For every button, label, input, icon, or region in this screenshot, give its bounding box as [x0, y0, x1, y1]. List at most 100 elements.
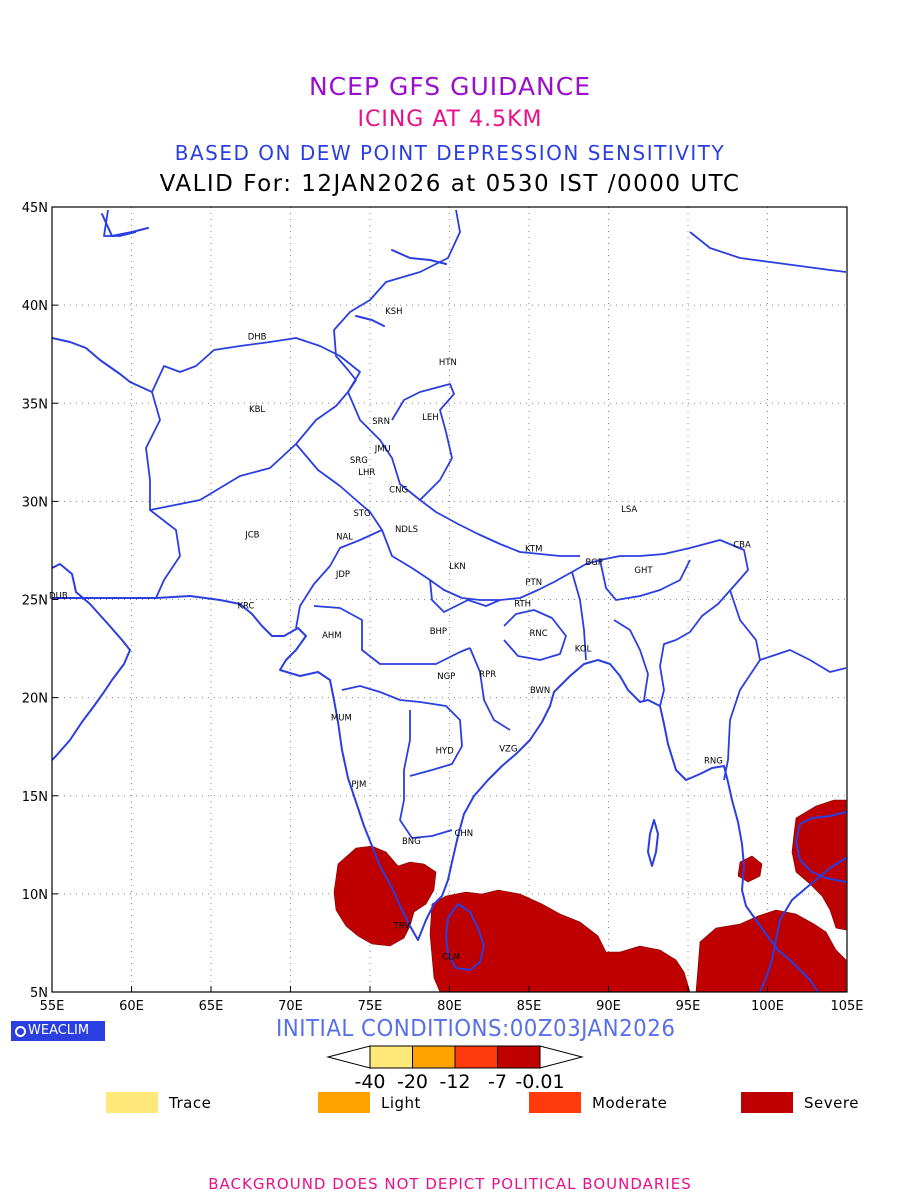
- station-label-rpr: RPR: [479, 670, 496, 680]
- lon-tick-label: 105E: [830, 999, 863, 1014]
- station-label-vzg: VZG: [499, 745, 517, 755]
- station-label-dhb: DHB: [248, 333, 267, 343]
- lat-tick-label: 45N: [22, 201, 48, 216]
- boundary-line-19: [689, 231, 847, 273]
- station-label-kbl: KBL: [249, 405, 265, 415]
- station-label-cba: CBA: [733, 541, 751, 551]
- title-product: ICING AT 4.5KM: [357, 107, 543, 132]
- lake-issyk: [355, 315, 385, 327]
- colorbar-tick-label: -20: [397, 1071, 428, 1093]
- coastline-arabia-gulf: [52, 563, 131, 761]
- lon-tick-label: 90E: [596, 999, 621, 1014]
- initial-conditions: INITIAL CONDITIONS:00Z03JAN2026: [276, 1016, 676, 1042]
- colorbar-tick-label: -40: [354, 1071, 385, 1093]
- lon-tick-label: 95E: [676, 999, 701, 1014]
- lon-tick-label: 75E: [358, 999, 383, 1014]
- boundary-line-12: [571, 571, 587, 661]
- station-label-lkn: LKN: [449, 562, 466, 572]
- lon-tick-label: 100E: [751, 999, 784, 1014]
- colorbar-box: [497, 1045, 541, 1069]
- station-label-bgp: BGP: [585, 558, 602, 568]
- boundary-line-3: [295, 443, 749, 707]
- station-label-dub: DUB: [49, 592, 68, 602]
- lat-tick-label: 25N: [22, 594, 48, 609]
- station-label-kol: KOL: [575, 645, 592, 655]
- lat-tick-label: 30N: [22, 495, 48, 510]
- coastline-andaman-islands: [647, 819, 659, 867]
- boundary-line-4: [347, 391, 580, 557]
- lat-tick-label: 40N: [22, 299, 48, 314]
- colorbar-box: [369, 1045, 413, 1069]
- station-label-krc: KRC: [237, 601, 254, 611]
- lon-tick-label: 70E: [278, 999, 303, 1014]
- boundary-line-15: [723, 589, 761, 781]
- lat-tick-label: 5N: [30, 986, 48, 1001]
- lat-tick-label: 10N: [22, 888, 48, 903]
- colorbar-right-arrow: [539, 1045, 584, 1069]
- station-label-leh: LEH: [422, 413, 439, 423]
- boundary-line-18: [391, 383, 455, 501]
- icing-area-srilanka-bay: [429, 889, 691, 992]
- boundary-line-20: [103, 209, 137, 237]
- legend-label-moderate: Moderate: [592, 1094, 668, 1112]
- station-label-ahm: AHM: [322, 631, 342, 641]
- title-valid-time: VALID For: 12JAN2026 at 0530 IST /0000 U…: [159, 171, 741, 197]
- station-label-srg: SRG: [350, 456, 368, 466]
- station-label-trv: TRV: [393, 921, 411, 931]
- station-label-rng: RNG: [704, 756, 723, 766]
- footer-disclaimer: BACKGROUND DOES NOT DEPICT POLITICAL BOU…: [208, 1175, 692, 1193]
- coastline-iran-pakistan: [52, 595, 819, 992]
- icing-area-kerala: [333, 845, 437, 947]
- severe-icing-areas: [333, 799, 847, 992]
- station-labels: KSH HTN DHB KBL SRN LEH JMU SRG LHR CNG STG NDLS NAL…: [49, 307, 751, 963]
- station-label-mum: MUM: [331, 713, 352, 723]
- boundary-line-14: [613, 619, 649, 701]
- icing-area-north-andaman: [737, 855, 763, 883]
- coastline-caspian: [52, 337, 131, 383]
- colorbar-box: [454, 1045, 498, 1069]
- station-label-rth: RTH: [514, 599, 531, 609]
- coastlines: [52, 213, 847, 992]
- colorbar-tick-label: -12: [439, 1071, 470, 1093]
- axis-ticks: 55E 60E 65E 70E 75E 80E 85E 90E 95E 100E 105E 5N 10N…: [22, 201, 864, 1014]
- station-label-clm: CLM: [442, 953, 460, 963]
- station-label-jmu: JMU: [374, 444, 391, 454]
- station-label-nal: NAL: [336, 533, 353, 543]
- boundary-line-16: [759, 649, 847, 673]
- lon-tick-label: 65E: [199, 999, 224, 1014]
- icing-area-andaman-sea: [695, 909, 847, 992]
- station-label-ndls: NDLS: [395, 525, 418, 535]
- lon-tick-label: 55E: [40, 999, 65, 1014]
- station-label-chn: CHN: [454, 829, 473, 839]
- lon-tick-label: 80E: [437, 999, 462, 1014]
- boundary-line-6: [313, 605, 471, 665]
- coastline-aral: [101, 213, 149, 237]
- lat-tick-label: 20N: [22, 692, 48, 707]
- lake-balkhash: [391, 249, 447, 265]
- boundary-line-5: [295, 529, 383, 629]
- legend-swatch-light: [318, 1092, 370, 1113]
- station-label-ptn: PTN: [525, 578, 542, 588]
- station-label-bng: BNG: [402, 837, 421, 847]
- title-method: BASED ON DEW POINT DEPRESSION SENSITIVIT…: [174, 141, 726, 165]
- coastline-gulf-thailand: [795, 811, 847, 883]
- lat-tick-label: 15N: [22, 790, 48, 805]
- coastline-srilanka: [445, 903, 485, 971]
- station-label-rnc: RNC: [529, 629, 547, 639]
- boundary-line-1: [129, 381, 181, 599]
- station-label-jcb: JCB: [244, 531, 259, 541]
- station-label-jdp: JDP: [335, 570, 350, 580]
- colorbar-tick-label: -7: [488, 1071, 507, 1093]
- boundary-line-9: [341, 685, 463, 777]
- station-label-ktm: KTM: [525, 544, 542, 554]
- lon-tick-label: 60E: [119, 999, 144, 1014]
- legend-swatch-trace: [106, 1092, 158, 1113]
- station-label-ngp: NGP: [437, 672, 455, 682]
- lon-tick-label: 85E: [517, 999, 542, 1014]
- station-label-bwn: BWN: [530, 686, 550, 696]
- boundary-line-7: [429, 579, 501, 613]
- legend-swatch-severe: [741, 1092, 793, 1113]
- boundary-line-2: [149, 337, 361, 511]
- station-label-srn: SRN: [372, 417, 390, 427]
